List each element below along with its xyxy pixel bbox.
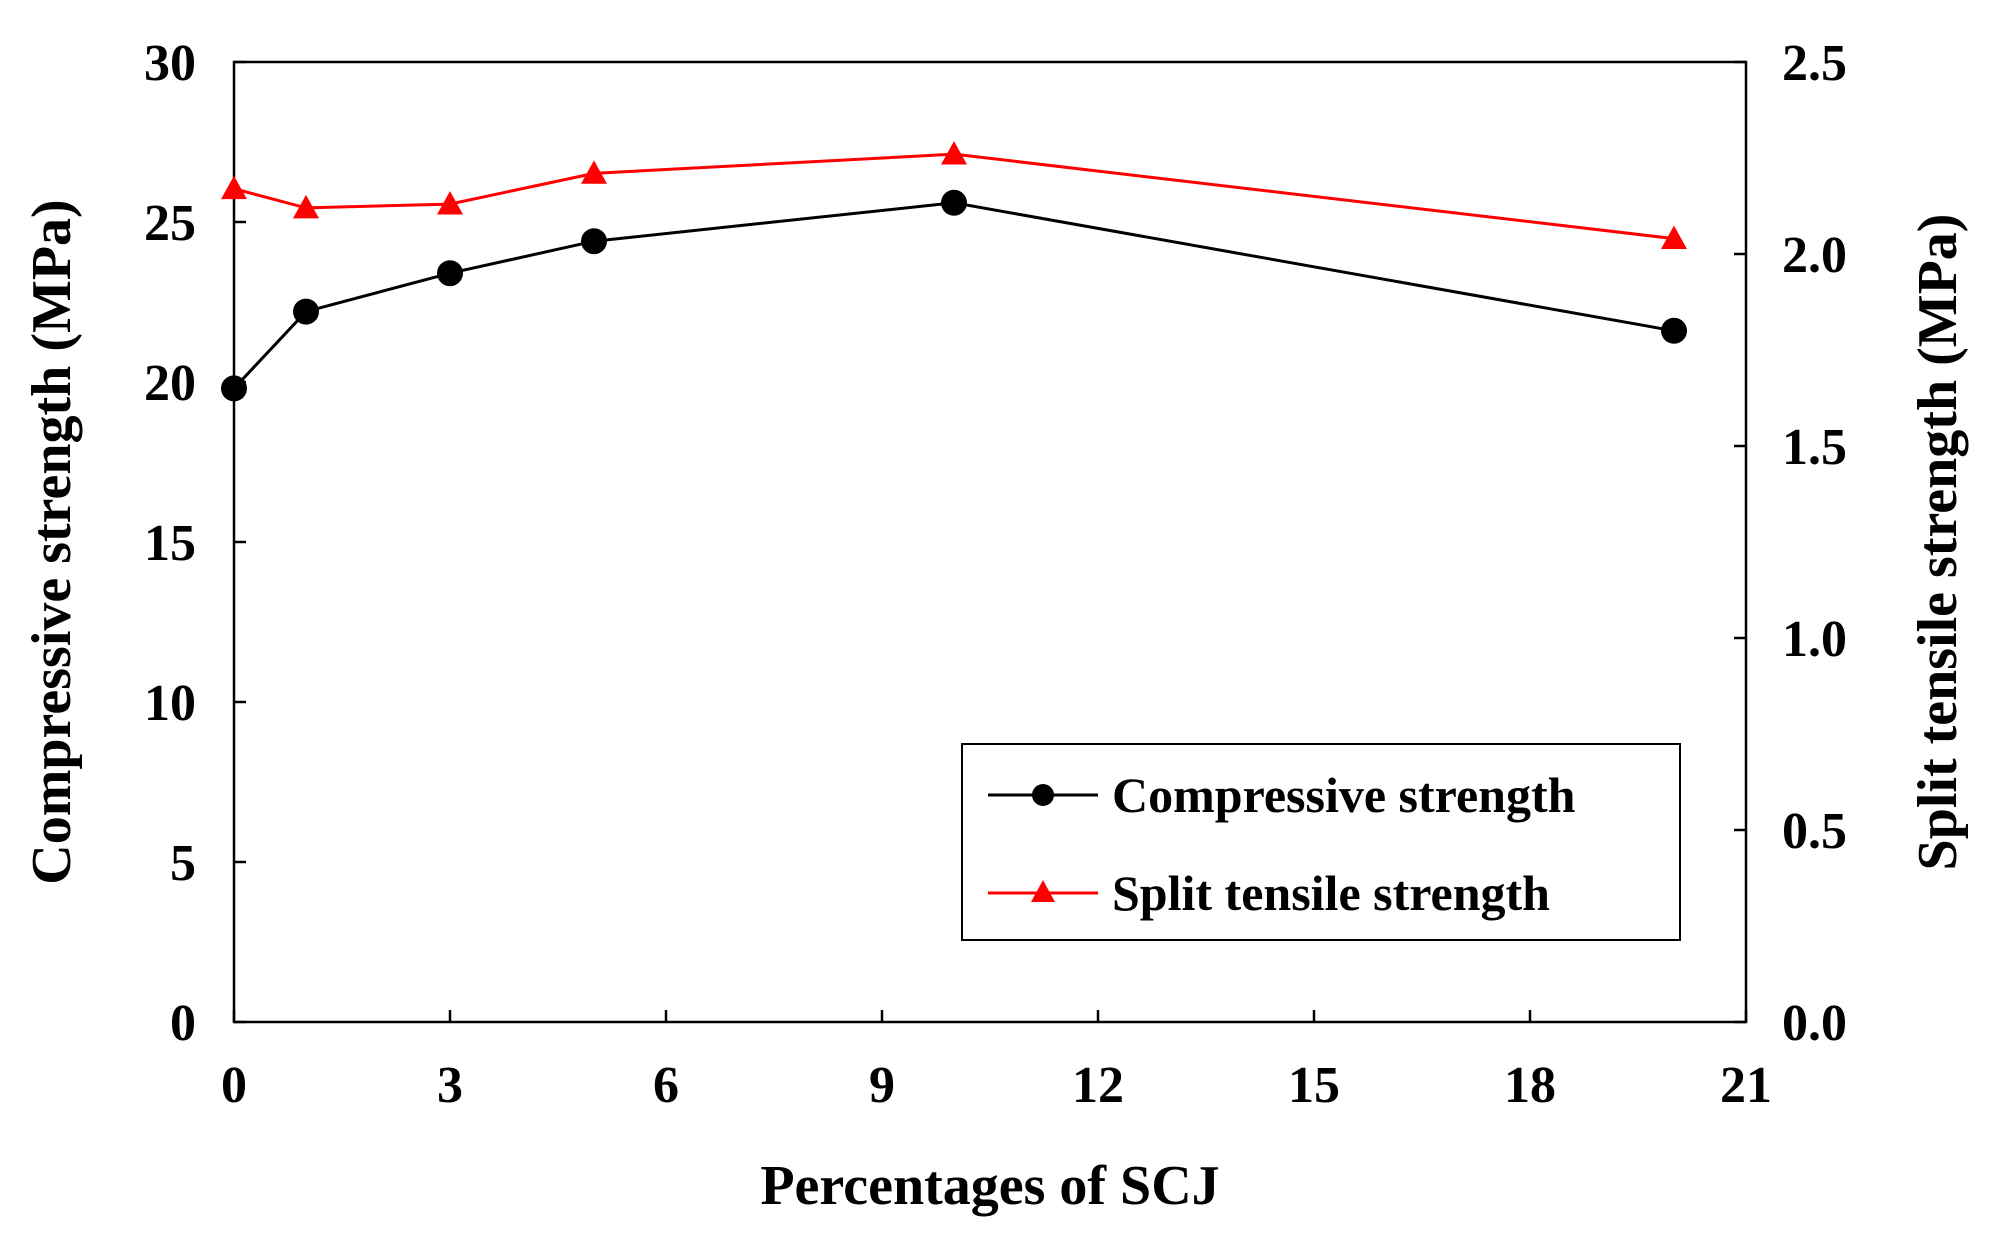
y2-tick-label: 2.0 (1782, 227, 1847, 284)
y-tick-label: 25 (144, 195, 196, 252)
y-axis-title: Compressive strength (MPa) (21, 199, 83, 884)
y-tick-label: 15 (144, 515, 196, 572)
y-axis-ticks: 0 5 10 15 20 25 30 (144, 35, 246, 1052)
legend-label-split-tensile: Split tensile strength (1112, 865, 1550, 921)
legend-box (961, 743, 1681, 941)
y2-tick-label: 0.5 (1782, 803, 1847, 860)
data-point-compressive-strength (581, 228, 607, 255)
y-tick-label: 10 (144, 675, 196, 732)
x-tick-label: 0 (221, 1057, 247, 1114)
x-tick-label: 15 (1288, 1057, 1340, 1114)
data-point-split-tensile-strength (941, 141, 967, 165)
y2-tick-label: 0.0 (1782, 995, 1847, 1052)
data-point-split-tensile-strength (1661, 225, 1687, 250)
x-tick-label: 6 (653, 1057, 679, 1114)
data-point-compressive-strength (437, 260, 463, 287)
x-tick-label: 9 (869, 1057, 895, 1114)
x-axis-ticks: 0 3 6 9 12 15 18 21 (221, 1010, 1772, 1114)
series-line-compressive-strength (232, 201, 1675, 390)
data-point-split-tensile-strength (581, 160, 607, 184)
y2-tick-label: 1.0 (1782, 611, 1847, 668)
data-point-split-tensile-strength (437, 191, 463, 215)
x-axis-title: Percentages of SCJ (760, 1155, 1219, 1217)
legend: Compressive strength Split tensile stren… (961, 743, 1681, 941)
data-point-split-tensile-strength (293, 194, 319, 219)
y-tick-label: 30 (144, 35, 196, 92)
y-tick-label: 0 (170, 995, 196, 1052)
x-tick-label: 18 (1504, 1057, 1556, 1114)
y2-axis-ticks: 0.0 0.5 1.0 1.5 2.0 2.5 (1734, 35, 1847, 1052)
y2-tick-label: 1.5 (1782, 419, 1847, 476)
series-line-split-tensile-strength (233, 152, 1675, 241)
y2-tick-label: 2.5 (1782, 35, 1847, 92)
data-point-compressive-strength (941, 189, 967, 216)
y-tick-label: 20 (144, 355, 196, 412)
legend-marker-split-tensile (1031, 880, 1055, 902)
x-tick-label: 3 (437, 1057, 463, 1114)
data-point-split-tensile-strength (221, 175, 247, 200)
data-point-compressive-strength (1661, 317, 1687, 344)
series-layer (221, 141, 1687, 402)
y2-axis-title: Split tensile strength (MPa) (1907, 214, 1969, 871)
data-point-compressive-strength (221, 375, 247, 402)
x-tick-label: 21 (1720, 1057, 1772, 1114)
x-tick-label: 12 (1072, 1057, 1124, 1114)
y-tick-label: 5 (170, 835, 196, 892)
legend-label-compressive: Compressive strength (1112, 767, 1576, 823)
data-point-compressive-strength (293, 298, 319, 325)
legend-marker-compressive (1032, 784, 1054, 806)
